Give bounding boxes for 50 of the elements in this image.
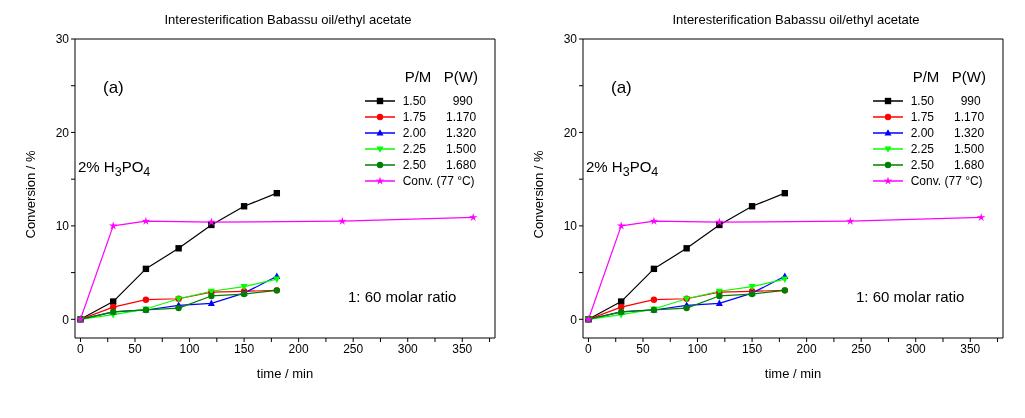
legend-label: 1.50 990	[402, 94, 473, 108]
x-tick-label: 100	[687, 341, 708, 356]
annotation: (a)	[611, 78, 632, 98]
y-tick-label: 20	[55, 125, 70, 140]
y-axis-title: Conversion / %	[22, 149, 38, 239]
x-tick-label: 300	[905, 341, 927, 356]
legend-label: 2.00 1.320	[910, 126, 985, 140]
annotation: 1: 60 molar ratio	[348, 288, 457, 305]
chart-title: Interesterification Babassu oil/ethyl acetate	[163, 12, 413, 27]
y-tick-label: 0	[62, 312, 70, 327]
x-axis-title: time / min	[256, 366, 314, 381]
x-tick-label: 150	[234, 341, 255, 356]
y-tick-label: 30	[563, 32, 578, 47]
x-tick-label: 300	[397, 341, 419, 356]
legend-label: Conv. (77 °C)	[910, 174, 983, 188]
x-tick-label: 50	[128, 341, 142, 356]
legend-label: 1.50 990	[910, 94, 981, 108]
y-axis-title: Conversion / %	[530, 149, 546, 239]
chart-title: Interesterification Babassu oil/ethyl acetate	[671, 12, 921, 27]
y-tick-label: 30	[55, 32, 70, 47]
x-tick-label: 0	[585, 341, 593, 356]
legend-label: Conv. (77 °C)	[402, 174, 475, 188]
x-tick-label: 250	[851, 341, 872, 356]
annotation: 2% H$_{3}$PO$_{4}$	[586, 158, 659, 179]
y-tick-label: 0	[570, 312, 578, 327]
legend-title: P/M P(W)	[404, 68, 478, 85]
annotation: 1: 60 molar ratio	[856, 288, 965, 305]
legend-label: 2.00 1.320	[402, 126, 477, 140]
x-tick-label: 250	[343, 341, 364, 356]
y-tick-label: 10	[563, 219, 578, 234]
legend-label: 1.75 1.170	[402, 110, 477, 124]
x-tick-label: 200	[796, 341, 817, 356]
y-tick-label: 20	[563, 125, 578, 140]
x-tick-label: 100	[179, 341, 200, 356]
annotation: 2% H$_{3}$PO$_{4}$	[78, 158, 151, 179]
legend-label: 2.50 1.680	[402, 158, 477, 172]
x-tick-label: 150	[742, 341, 763, 356]
x-tick-label: 200	[288, 341, 309, 356]
y-tick-label: 10	[55, 219, 70, 234]
legend-label: 1.75 1.170	[910, 110, 985, 124]
x-tick-label: 50	[636, 341, 650, 356]
legend-title: P/M P(W)	[912, 68, 986, 85]
legend-label: 2.50 1.680	[910, 158, 985, 172]
legend-label: 2.25 1.500	[910, 142, 985, 156]
x-tick-label: 350	[960, 341, 981, 356]
x-tick-label: 0	[77, 341, 85, 356]
legend-label: 2.25 1.500	[402, 142, 477, 156]
annotation: (a)	[103, 78, 124, 98]
x-tick-label: 350	[452, 341, 473, 356]
x-axis-title: time / min	[764, 366, 822, 381]
